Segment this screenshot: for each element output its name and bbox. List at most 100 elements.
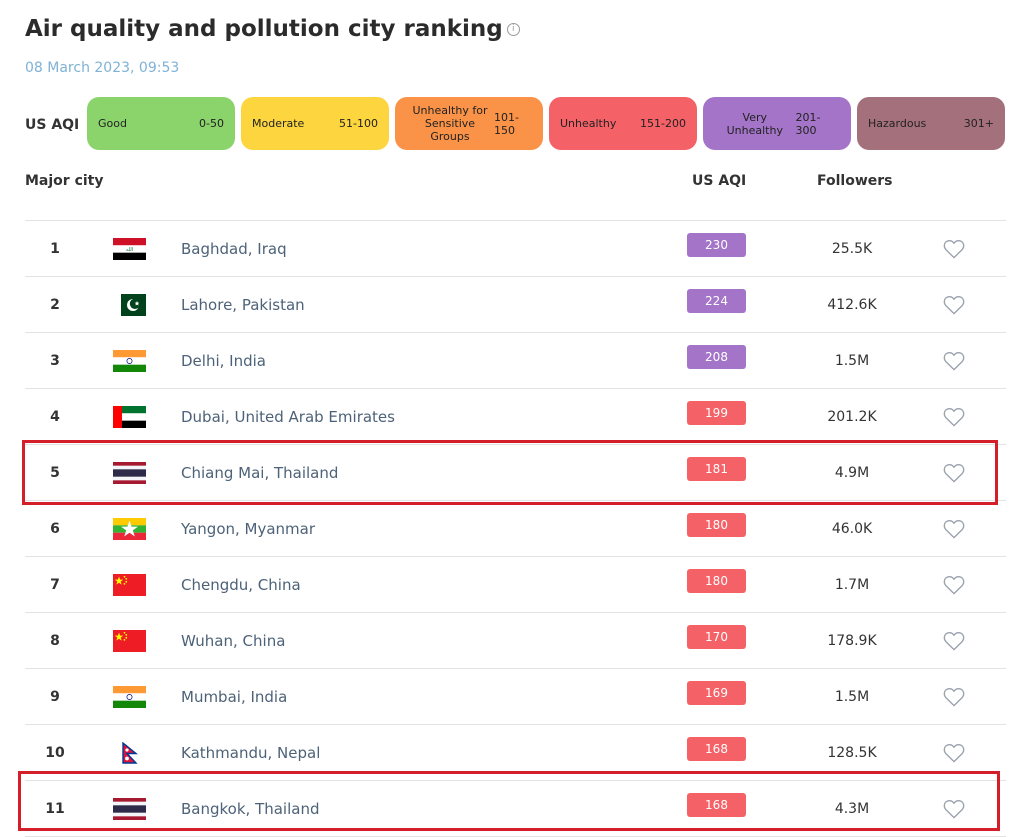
rank-number: 5 — [50, 464, 60, 481]
aqi-badge: 208 — [687, 344, 746, 369]
header-followers: Followers — [817, 173, 893, 189]
heart-icon[interactable] — [943, 631, 965, 651]
legend-item-moderate: Moderate 51-100 — [241, 97, 389, 150]
city-name-link[interactable]: Yangon, Myanmar — [181, 519, 316, 538]
legend-item-name: Unhealthy for Sensitive Groups — [412, 104, 488, 143]
legend-item-range: 151-200 — [640, 117, 686, 130]
aqi-legend: Good 0-50 Moderate 51-100 Unhealthy for Sens… — [87, 97, 1005, 150]
table-row[interactable]: 10 Kathmandu, Nepal 168 128.5K — [25, 725, 1006, 781]
legend-item-unhealthy-for-sensitive-groups: Unhealthy for Sensitive Groups 101-150 — [395, 97, 543, 150]
legend-item-unhealthy: Unhealthy 151-200 — [549, 97, 697, 150]
heart-icon[interactable] — [943, 519, 965, 539]
city-name-link[interactable]: Wuhan, China — [181, 631, 286, 650]
aqi-badge: 180 — [687, 512, 746, 537]
timestamp: 08 March 2023, 09:53 — [25, 60, 180, 76]
followers-count: 1.5M — [834, 352, 870, 369]
heart-icon[interactable] — [943, 799, 965, 819]
table-row[interactable]: 4 Dubai, United Arab Emirates 199 201.2K — [25, 389, 1006, 445]
rank-number: 8 — [50, 632, 60, 649]
aqi-badge: 168 — [687, 736, 746, 761]
flag-thailand-icon — [113, 461, 146, 484]
table-row[interactable]: 8 Wuhan, China 170 178.9K — [25, 613, 1006, 669]
followers-count: 128.5K — [827, 744, 877, 761]
rank-number: 6 — [50, 520, 60, 537]
page-title-text: Air quality and pollution city ranking — [25, 16, 503, 42]
flag-india-icon — [113, 685, 146, 708]
flag-iraq-icon: الله — [113, 237, 146, 260]
city-name-link[interactable]: Baghdad, Iraq — [181, 239, 287, 258]
table-row[interactable]: 11 Bangkok, Thailand 168 4.3M — [25, 781, 1006, 837]
followers-count: 412.6K — [827, 296, 877, 313]
legend-item-very-unhealthy: Very Unhealthy 201-300 — [703, 97, 851, 150]
followers-count: 201.2K — [827, 408, 877, 425]
legend-item-range: 301+ — [963, 117, 994, 130]
followers-count: 178.9K — [827, 632, 877, 649]
aqi-badge: 170 — [687, 624, 746, 649]
aqi-badge: 199 — [687, 400, 746, 425]
aqi-badge: 181 — [687, 456, 746, 481]
followers-count: 4.3M — [834, 800, 870, 817]
table-row[interactable]: 3 Delhi, India 208 1.5M — [25, 333, 1006, 389]
aqi-badge: 168 — [687, 792, 746, 817]
page-title: Air quality and pollution city ranking i — [25, 16, 520, 42]
aqi-badge: 224 — [687, 288, 746, 313]
legend-item-range: 101-150 — [494, 110, 519, 137]
rank-number: 4 — [50, 408, 60, 425]
heart-icon[interactable] — [943, 743, 965, 763]
city-name-link[interactable]: Bangkok, Thailand — [181, 799, 320, 818]
header-us-aqi: US AQI — [692, 173, 747, 189]
legend-item-name: Unhealthy — [560, 117, 617, 130]
heart-icon[interactable] — [943, 463, 965, 483]
heart-icon[interactable] — [943, 351, 965, 371]
rank-number: 11 — [45, 800, 65, 817]
city-name-link[interactable]: Dubai, United Arab Emirates — [181, 407, 395, 426]
city-name-link[interactable]: Chengdu, China — [181, 575, 301, 594]
legend-item-name: Hazardous — [868, 117, 927, 130]
rank-number: 2 — [50, 296, 60, 313]
legend-item-range: 0-50 — [199, 117, 224, 130]
flag-nepal-icon — [113, 741, 146, 764]
legend-item-range: 51-100 — [339, 117, 378, 130]
legend-item-good: Good 0-50 — [87, 97, 235, 150]
svg-text:الله: الله — [126, 247, 133, 253]
city-name-link[interactable]: Lahore, Pakistan — [181, 295, 305, 314]
header-major-city: Major city — [25, 173, 104, 189]
city-name-link[interactable]: Mumbai, India — [181, 687, 288, 706]
rank-number: 3 — [50, 352, 60, 369]
flag-thailand-icon — [113, 797, 146, 820]
table-row[interactable]: 5 Chiang Mai, Thailand 181 4.9M — [25, 445, 1006, 501]
city-name-link[interactable]: Chiang Mai, Thailand — [181, 463, 339, 482]
table-row[interactable]: 6 Yangon, Myanmar 180 46.0K — [25, 501, 1006, 557]
legend-item-name: Good — [98, 117, 127, 130]
heart-icon[interactable] — [943, 407, 965, 427]
followers-count: 25.5K — [831, 240, 873, 257]
heart-icon[interactable] — [943, 575, 965, 595]
info-icon[interactable]: i — [506, 23, 520, 36]
table-row[interactable]: 7 Chengdu, China 180 1.7M — [25, 557, 1006, 613]
table-row[interactable]: 9 Mumbai, India 169 1.5M — [25, 669, 1006, 725]
rank-number: 9 — [50, 688, 60, 705]
legend-label: US AQI — [25, 117, 80, 133]
ranking-table: 1 الله Baghdad, Iraq 230 25.5K 2 Lahore, Pakis… — [25, 220, 1006, 837]
flag-myanmar-icon — [113, 517, 146, 540]
followers-count: 1.5M — [834, 688, 870, 705]
flag-india-icon — [113, 349, 146, 372]
followers-count: 4.9M — [834, 464, 870, 481]
heart-icon[interactable] — [943, 687, 965, 707]
legend-item-name: Moderate — [252, 117, 305, 130]
rank-number: 1 — [50, 240, 60, 257]
city-name-link[interactable]: Kathmandu, Nepal — [181, 743, 321, 762]
legend-item-name: Very Unhealthy — [726, 110, 783, 137]
heart-icon[interactable] — [943, 239, 965, 259]
aqi-badge: 169 — [687, 680, 746, 705]
rank-number: 7 — [50, 576, 60, 593]
aqi-badge: 180 — [687, 568, 746, 593]
heart-icon[interactable] — [943, 295, 965, 315]
followers-count: 1.7M — [834, 576, 870, 593]
city-name-link[interactable]: Delhi, India — [181, 351, 266, 370]
table-row[interactable]: 2 Lahore, Pakistan 224 412.6K — [25, 277, 1006, 333]
flag-pakistan-icon — [113, 293, 146, 316]
table-row[interactable]: 1 الله Baghdad, Iraq 230 25.5K — [25, 221, 1006, 277]
legend-item-hazardous: Hazardous 301+ — [857, 97, 1005, 150]
followers-count: 46.0K — [831, 520, 873, 537]
